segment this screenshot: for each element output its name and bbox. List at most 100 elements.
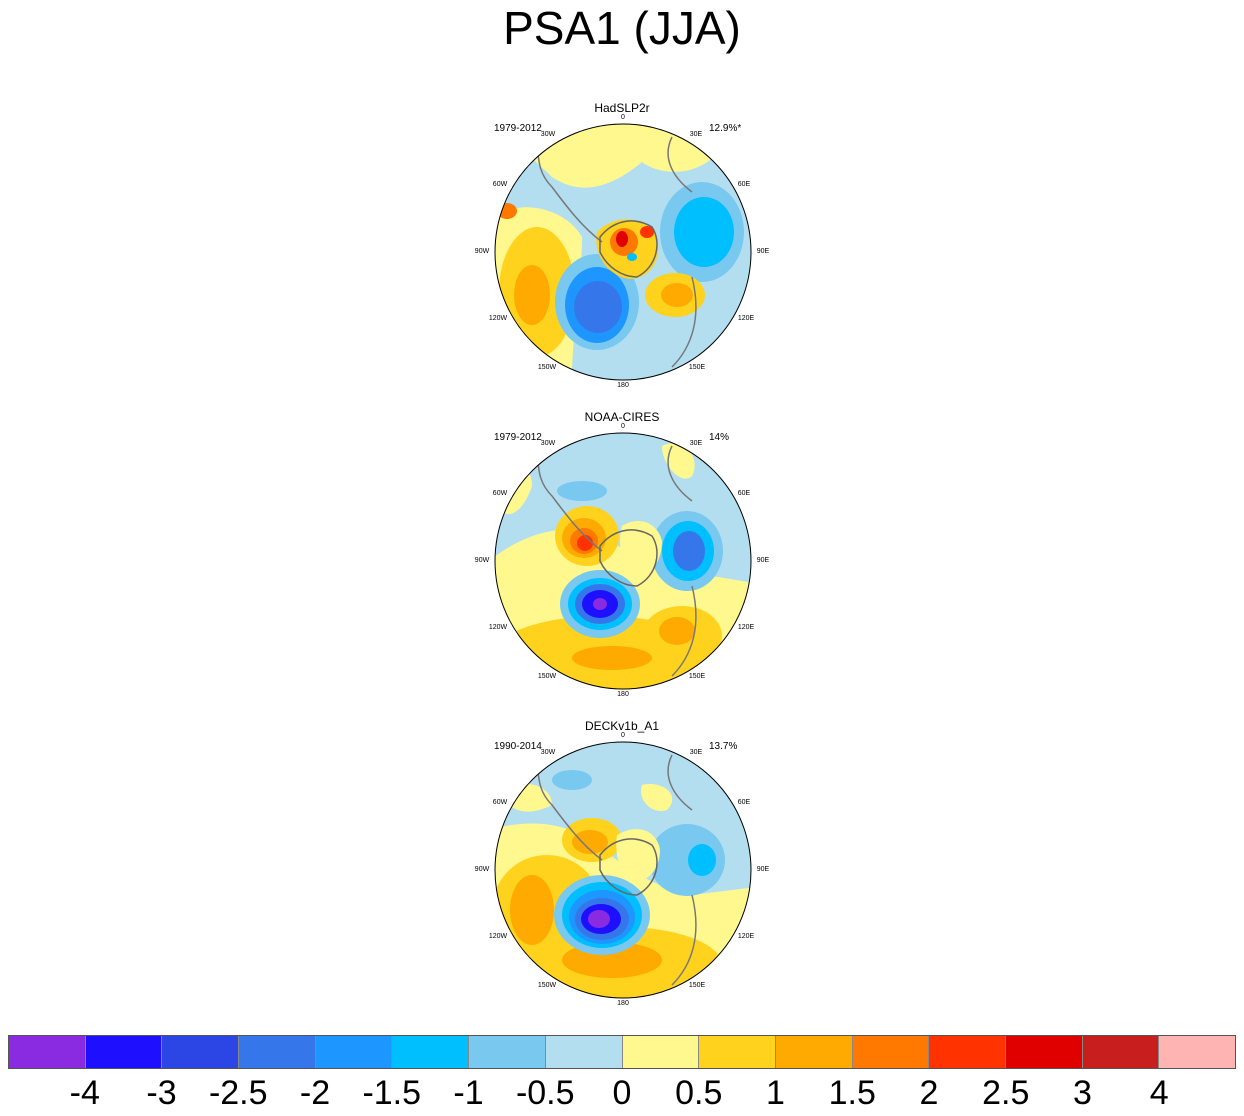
lon-label: 120E	[737, 315, 755, 322]
lon-label: 150W	[537, 364, 557, 371]
lon-label: 30E	[689, 440, 703, 447]
colorbar-tick-label: 2	[919, 1074, 939, 1112]
colorbar-swatch	[85, 1036, 163, 1068]
contour-fill	[574, 281, 622, 333]
colorbar-swatch	[929, 1036, 1006, 1068]
contour-fill	[620, 521, 662, 576]
lon-label: 30E	[689, 749, 703, 756]
colorbar-tick-label: 4	[1149, 1074, 1169, 1112]
contour-fill	[572, 646, 652, 670]
panel-variance: 12.9%*	[709, 123, 742, 134]
contour-fill	[577, 535, 593, 551]
lon-label: 60W	[492, 490, 508, 497]
lon-label: 30W	[540, 749, 556, 756]
figure-title: PSA1 (JJA)	[503, 2, 741, 54]
lon-label: 60E	[737, 799, 751, 806]
colorbar-tick-label: -3	[146, 1074, 177, 1112]
map-border	[494, 123, 752, 381]
colorbar-swatch	[545, 1036, 623, 1068]
colorbar-tick-label: 1	[766, 1074, 785, 1112]
lon-label: 60W	[492, 799, 508, 806]
colorbar-swatch	[392, 1036, 470, 1068]
lon-label: 90W	[474, 866, 490, 873]
lon-label: 0	[621, 732, 625, 739]
lon-label: 0	[621, 114, 625, 121]
contour-fill	[641, 784, 673, 811]
contour-fill	[572, 830, 608, 854]
contour-fill	[661, 283, 693, 307]
colorbar	[8, 1035, 1236, 1069]
colorbar-tick-label: 0	[612, 1074, 632, 1112]
lon-label: 120E	[737, 933, 755, 940]
lon-label: 150W	[537, 673, 557, 680]
panel-title: HadSLP2r	[594, 101, 650, 115]
map-border	[494, 741, 752, 999]
lon-label: 120W	[488, 933, 508, 940]
contour-fill	[627, 253, 637, 261]
contour-fill	[640, 226, 654, 238]
lon-label: 60E	[737, 490, 751, 497]
colorbar-swatch	[622, 1036, 700, 1068]
lon-label: 150W	[537, 982, 557, 989]
lon-label: 150E	[688, 982, 706, 989]
lon-label: 60E	[737, 181, 751, 188]
colorbar-tick-label: 3	[1073, 1074, 1092, 1112]
colorbar-swatch	[1159, 1036, 1235, 1068]
colorbar-swatch	[1005, 1036, 1083, 1068]
map-panel-noaa-cires: NOAA-CIRES 1979-2012 14%	[472, 410, 772, 726]
panel-years: 1990-2014	[494, 741, 542, 752]
colorbar-tick-label: -1.5	[362, 1074, 422, 1112]
lon-label: 120W	[488, 315, 508, 322]
colorbar-tick-label: -2.5	[208, 1074, 268, 1112]
colorbar-swatch	[775, 1036, 853, 1068]
lon-label: 120E	[737, 624, 755, 631]
antarctica-coast	[599, 220, 658, 278]
lon-label: 30W	[540, 440, 556, 447]
coastline	[667, 136, 697, 368]
colorbar-tick-label: -1	[453, 1074, 484, 1112]
polar-map	[494, 432, 752, 690]
lon-label: 90E	[756, 557, 770, 564]
colorbar-swatch	[9, 1036, 86, 1068]
map-panel-deckv1b-a1: DECKv1b_A1 1990-2014 13.7%	[472, 719, 772, 1035]
contour-fill	[674, 197, 734, 267]
panel-years: 1979-2012	[494, 432, 542, 443]
contour-fill	[514, 265, 550, 325]
colorbar-tick-label: 1.5	[828, 1074, 876, 1112]
antarctica-coast	[599, 529, 658, 587]
contour-fill	[510, 875, 554, 945]
coastline	[667, 754, 697, 986]
contour-fill	[616, 231, 628, 247]
colorbar-tick-label: -4	[69, 1074, 100, 1112]
colorbar-swatch	[239, 1036, 316, 1068]
colorbar-swatch	[162, 1036, 240, 1068]
panel-title: DECKv1b_A1	[584, 719, 660, 733]
lon-label: 30E	[689, 131, 703, 138]
colorbar-swatch	[699, 1036, 776, 1068]
lon-label: 180	[617, 691, 629, 698]
coastline	[667, 445, 697, 677]
polar-map	[494, 741, 752, 999]
colorbar-tick-label: -0.5	[515, 1074, 575, 1112]
colorbar-tick-label: 0.5	[675, 1074, 723, 1112]
contour-fill	[688, 844, 716, 876]
lon-label: 150E	[688, 673, 706, 680]
lon-label: 30W	[540, 131, 556, 138]
contour-fill	[588, 910, 610, 928]
contour-fill	[649, 824, 725, 896]
lon-label: 180	[617, 382, 629, 389]
map-panel-hadslp2r: HadSLP2r 1979-2012 12.9%*	[472, 101, 772, 417]
map-border	[494, 432, 752, 690]
colorbar-tick-label: 2.5	[982, 1074, 1030, 1112]
polar-map	[494, 123, 752, 381]
lon-label: 90E	[756, 248, 770, 255]
panel-variance: 13.7%	[709, 741, 738, 752]
panel-years: 1979-2012	[494, 123, 542, 134]
lon-label: 0	[621, 423, 625, 430]
colorbar-swatch	[469, 1036, 546, 1068]
lon-label: 180	[617, 1000, 629, 1007]
panel-variance: 14%	[709, 432, 730, 443]
lon-label: 120W	[488, 624, 508, 631]
lon-label: 90E	[756, 866, 770, 873]
contour-fill	[552, 770, 592, 790]
